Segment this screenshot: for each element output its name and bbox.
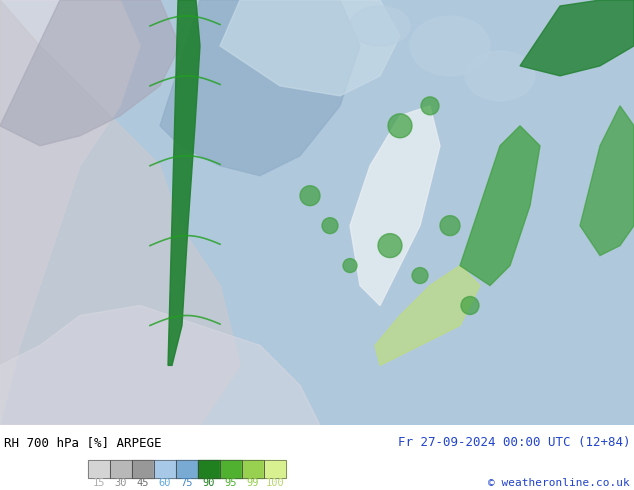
Bar [176,460,198,478]
Text: 90: 90 [203,478,216,488]
Text: 99: 99 [247,478,259,488]
Polygon shape [0,305,320,425]
Bar [154,460,176,478]
Ellipse shape [350,6,410,46]
Text: 15: 15 [93,478,105,488]
Circle shape [412,268,428,284]
Text: 100: 100 [266,478,285,488]
Circle shape [378,234,402,258]
Circle shape [440,216,460,236]
Bar [110,460,132,478]
Bar [132,460,154,478]
Bar [154,460,176,478]
Ellipse shape [465,51,535,101]
Bar [198,460,220,478]
Polygon shape [0,0,140,425]
Text: 45: 45 [137,478,149,488]
Circle shape [421,97,439,115]
Bar [132,460,154,478]
Polygon shape [460,126,540,286]
Polygon shape [0,0,240,425]
Bar [220,460,242,478]
Polygon shape [168,0,200,366]
Bar [110,460,132,478]
Polygon shape [375,266,480,366]
Ellipse shape [410,16,490,76]
Polygon shape [580,106,634,256]
Polygon shape [220,0,400,96]
Circle shape [388,114,412,138]
Bar [176,460,198,478]
Bar [264,460,286,478]
Circle shape [300,186,320,206]
Text: © weatheronline.co.uk: © weatheronline.co.uk [488,478,630,488]
Polygon shape [160,0,360,176]
Bar [264,460,286,478]
Bar [220,460,242,478]
Bar [88,460,110,478]
Polygon shape [350,106,440,305]
Bar [242,460,264,478]
Bar [88,460,110,478]
Text: 75: 75 [181,478,193,488]
Ellipse shape [275,18,325,54]
Text: Fr 27-09-2024 00:00 UTC (12+84): Fr 27-09-2024 00:00 UTC (12+84) [398,436,630,449]
Polygon shape [0,0,180,146]
Circle shape [461,296,479,315]
Circle shape [343,259,357,272]
Text: RH 700 hPa [%] ARPEGE: RH 700 hPa [%] ARPEGE [4,436,162,449]
Text: 30: 30 [115,478,127,488]
Bar [242,460,264,478]
Polygon shape [520,0,634,76]
Text: 95: 95 [224,478,237,488]
Circle shape [322,218,338,234]
Text: 60: 60 [158,478,171,488]
Bar [198,460,220,478]
